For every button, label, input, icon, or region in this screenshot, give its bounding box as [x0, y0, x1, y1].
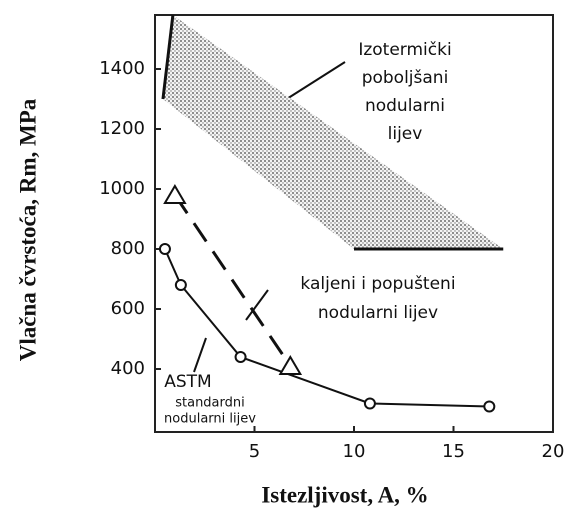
- point: [158, 243, 171, 255]
- annotation: nodularni lijev: [164, 412, 256, 427]
- annotation: ASTM: [164, 372, 211, 392]
- y-tick-label: 800: [111, 238, 145, 259]
- y-tick-label: 1200: [99, 118, 145, 139]
- y-axis-label: Vlačna čvrstoća, Rm, MPa: [15, 98, 40, 361]
- y-tick-label: 400: [111, 358, 145, 379]
- x-tick-label: 5: [249, 441, 260, 462]
- annotation: kaljeni i popušteni: [300, 274, 455, 294]
- y-tick-label: 1400: [99, 58, 145, 79]
- annotation: standardni: [175, 396, 245, 411]
- x-tick-label: 15: [442, 441, 465, 462]
- leader: [281, 61, 346, 103]
- x-tick-label: 10: [343, 441, 366, 462]
- point: [234, 351, 247, 363]
- band-edge: [161, 14, 175, 100]
- annotation: lijev: [388, 124, 423, 144]
- series-line: [164, 248, 490, 408]
- x-tick-label: 20: [542, 441, 565, 462]
- y-tick-label: 600: [111, 298, 145, 319]
- annotation: poboljšani: [362, 68, 449, 88]
- point: [363, 397, 376, 410]
- x-axis-label: Istezljivost, A, %: [261, 482, 428, 507]
- band-area: [162, 15, 504, 249]
- leader: [193, 337, 207, 373]
- y-tick-label: 1000: [99, 178, 145, 199]
- annotation: nodularni lijev: [318, 303, 438, 323]
- annotation: Izotermički: [358, 40, 451, 60]
- point: [174, 279, 187, 291]
- point: [278, 355, 303, 375]
- point: [163, 184, 187, 204]
- annotation: nodularni: [365, 96, 445, 116]
- leader: [245, 289, 269, 321]
- series-line: [173, 194, 292, 367]
- point: [483, 400, 496, 413]
